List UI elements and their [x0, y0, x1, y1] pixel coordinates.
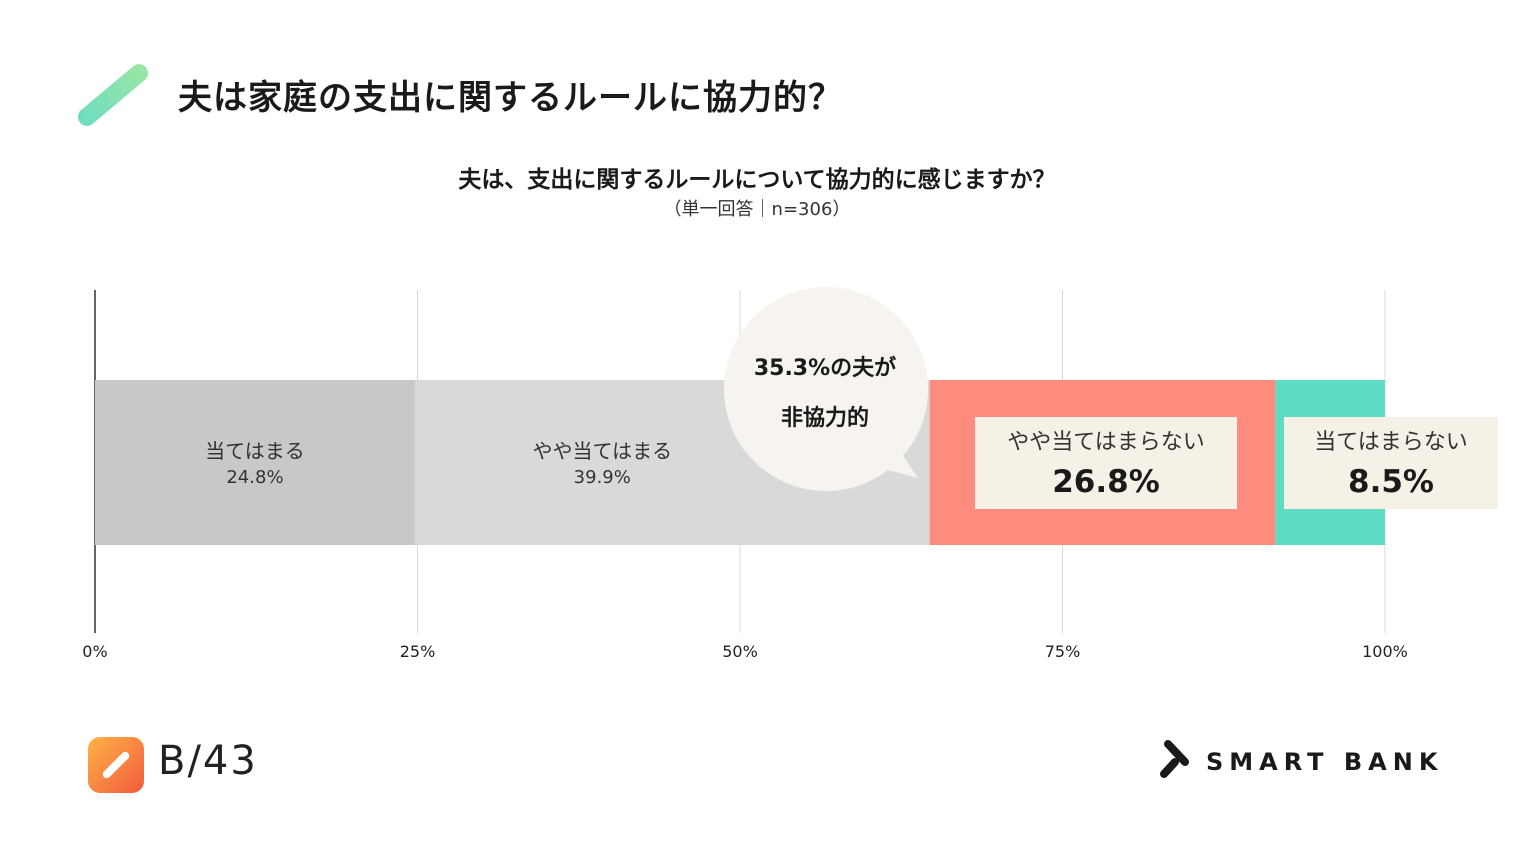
bar-segment — [95, 380, 415, 545]
tick-label: 100% — [1362, 642, 1408, 661]
speech-bubble — [724, 287, 928, 491]
tick-label: 50% — [722, 642, 758, 661]
tick-label: 75% — [1045, 642, 1081, 661]
segment-name-label: やや当てはまる — [532, 439, 672, 463]
page-title: 夫は家庭の支出に関するルールに協力的？ — [178, 78, 843, 118]
segment-name-label: やや当てはまらない — [1007, 430, 1205, 455]
tick-label: 0% — [82, 642, 107, 661]
data-label: 24.8% — [226, 467, 283, 488]
b43-logo-icon — [88, 737, 144, 793]
company-name: SMART BANK — [1206, 748, 1444, 776]
label-box — [975, 417, 1237, 509]
bubble-line-2: 非協力的 — [780, 406, 869, 431]
brand-name: B/43 — [158, 738, 258, 784]
segment-name-label: 当てはまらない — [1314, 430, 1468, 455]
data-label: 39.9% — [574, 467, 631, 488]
smartbank-logo-icon — [1160, 740, 1189, 778]
bubble-line-1: 35.3%の夫が — [753, 356, 897, 381]
label-box — [1284, 417, 1498, 509]
chart-subtitle: （単一回答｜n=306） — [663, 199, 851, 220]
data-label: 26.8% — [1052, 464, 1160, 500]
tick-label: 25% — [400, 642, 436, 661]
data-label: 8.5% — [1348, 464, 1434, 500]
segment-name-label: 当てはまる — [205, 439, 305, 463]
chart-title: 夫は、支出に関するルールについて協力的に感じますか？ — [458, 167, 1056, 193]
